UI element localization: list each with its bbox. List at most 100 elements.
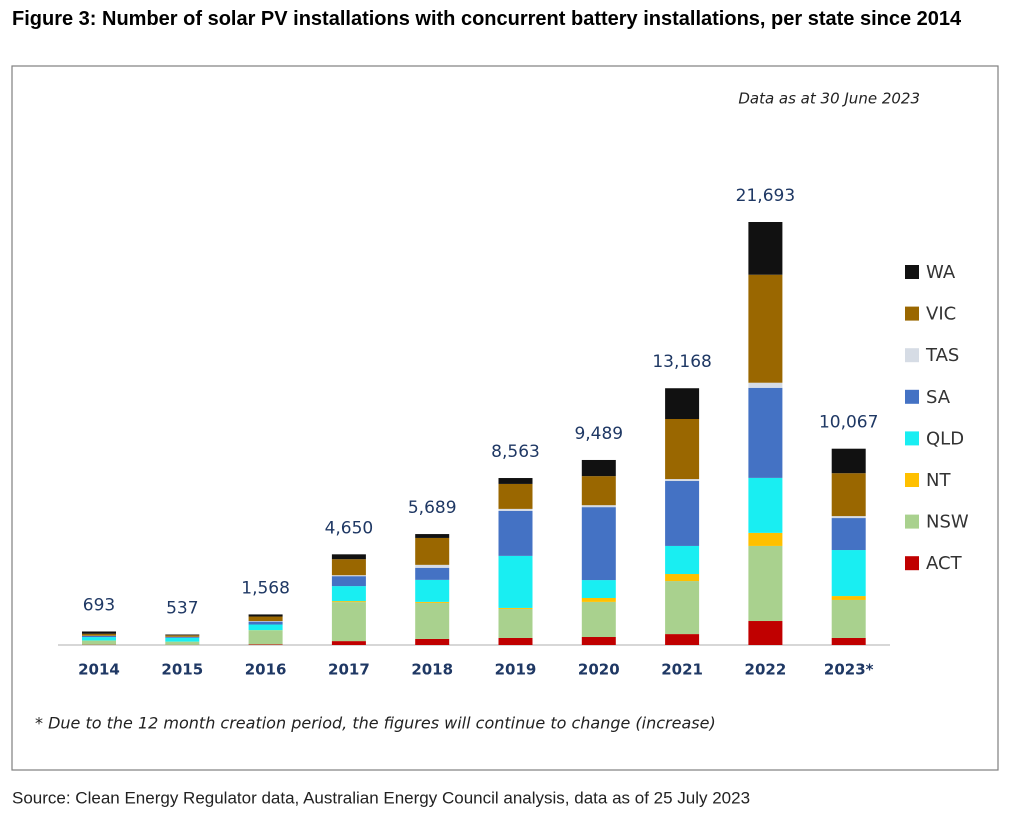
- bar-segment: [415, 601, 450, 603]
- x-tick-label: 2017: [328, 661, 370, 679]
- bar-segment: [581, 601, 616, 638]
- bar-segment: [581, 598, 616, 602]
- bar-segment: [748, 382, 783, 388]
- chart-frame: [11, 65, 999, 771]
- bar-segment: [748, 477, 783, 533]
- bar-segment: [415, 537, 450, 565]
- bar-segment: [415, 534, 450, 538]
- bar-segment: [498, 608, 533, 638]
- bar-segment: [331, 554, 366, 560]
- total-label: 537: [166, 599, 198, 619]
- x-tick-label: 2020: [578, 661, 620, 679]
- bar-segment: [331, 601, 366, 603]
- legend-swatch: [905, 556, 919, 571]
- bar-segment: [248, 614, 283, 617]
- total-label: 1,568: [241, 578, 290, 598]
- bar-segment: [82, 633, 116, 636]
- chart-title: Figure 3: Number of solar PV installatio…: [12, 8, 962, 30]
- footnote: * Due to the 12 month creation period, t…: [35, 714, 716, 733]
- bar-segment: [331, 641, 366, 645]
- bar-segment: [581, 505, 616, 508]
- x-tick-label: 2018: [411, 661, 453, 679]
- x-tick-label: 2021: [661, 661, 703, 679]
- bar-segment: [165, 637, 200, 642]
- bar-segment: [831, 599, 866, 638]
- bar-segment: [331, 559, 366, 576]
- bar-segment: [581, 637, 616, 645]
- source: Source: Clean Energy Regulator data, Aus…: [12, 788, 750, 807]
- bar-segment: [415, 564, 450, 568]
- bar-segment: [831, 550, 866, 597]
- total-label: 693: [83, 595, 115, 615]
- bar-segment: [748, 545, 783, 622]
- x-tick-label: 2023*: [824, 661, 874, 679]
- bar-segment: [748, 532, 783, 546]
- legend-label: NSW: [926, 512, 969, 533]
- bar-segment: [331, 576, 366, 587]
- bar-segment: [498, 483, 533, 509]
- legend-label: VIC: [926, 304, 956, 325]
- total-label: 8,563: [491, 442, 540, 462]
- bar-segment: [498, 637, 533, 645]
- bar-segment: [748, 222, 783, 275]
- legend-label: TAS: [925, 345, 959, 366]
- legend-label: WA: [926, 262, 956, 283]
- bar-segment: [581, 580, 616, 599]
- legend-swatch: [905, 431, 919, 446]
- bar-segment: [331, 575, 366, 577]
- total-label: 5,689: [408, 498, 457, 518]
- x-tick-label: 2015: [161, 661, 203, 679]
- note: Data as at 30 June 2023: [738, 90, 920, 108]
- legend-swatch: [905, 473, 919, 487]
- total-label: 10,067: [819, 413, 878, 433]
- bar-segment: [165, 635, 200, 637]
- bar-segment: [581, 476, 616, 506]
- bar-segment: [581, 459, 616, 477]
- bar-segment: [165, 634, 200, 636]
- bar-segment: [748, 621, 783, 645]
- bar-segment: [498, 607, 533, 609]
- bar-segment: [415, 638, 450, 645]
- bar-segment: [831, 516, 866, 519]
- bar-segment: [581, 507, 616, 581]
- bar-segment: [831, 518, 866, 551]
- bar-segment: [248, 621, 283, 622]
- total-label: 9,489: [574, 424, 623, 444]
- bar-segment: [165, 637, 200, 638]
- bar-segment: [498, 478, 533, 484]
- bar-segment: [248, 644, 283, 645]
- bar-segment: [415, 602, 450, 639]
- bar-segment: [665, 388, 700, 420]
- bar-segment: [498, 510, 533, 556]
- bar-segment: [831, 637, 866, 645]
- bar-segment: [248, 616, 283, 622]
- bar-segment: [498, 555, 533, 608]
- legend-label: QLD: [926, 428, 964, 449]
- bar-segment: [831, 473, 866, 517]
- bar-segment: [82, 631, 116, 634]
- bar-segment: [415, 567, 450, 580]
- x-tick-label: 2019: [495, 661, 537, 679]
- bar-segment: [415, 579, 450, 602]
- legend-swatch: [905, 514, 919, 529]
- bar-segment: [665, 581, 700, 635]
- bar-segment: [665, 634, 700, 645]
- legend-swatch: [905, 389, 919, 404]
- x-tick-label: 2022: [745, 661, 787, 679]
- legend-label: ACT: [926, 553, 963, 574]
- bar-segment: [665, 479, 700, 482]
- bar-segment: [665, 419, 700, 480]
- bar-segment: [748, 387, 783, 478]
- legend-swatch: [905, 265, 919, 279]
- total-label: 4,650: [325, 518, 374, 538]
- bar-segment: [248, 621, 283, 625]
- bar-segment: [331, 602, 366, 642]
- bar-segment: [331, 586, 366, 602]
- bar-segment: [665, 545, 700, 575]
- bar-segment: [665, 574, 700, 582]
- bar-segment: [748, 274, 783, 383]
- legend-swatch: [905, 348, 919, 363]
- bar-segment: [82, 635, 116, 638]
- bar-segment: [665, 481, 700, 546]
